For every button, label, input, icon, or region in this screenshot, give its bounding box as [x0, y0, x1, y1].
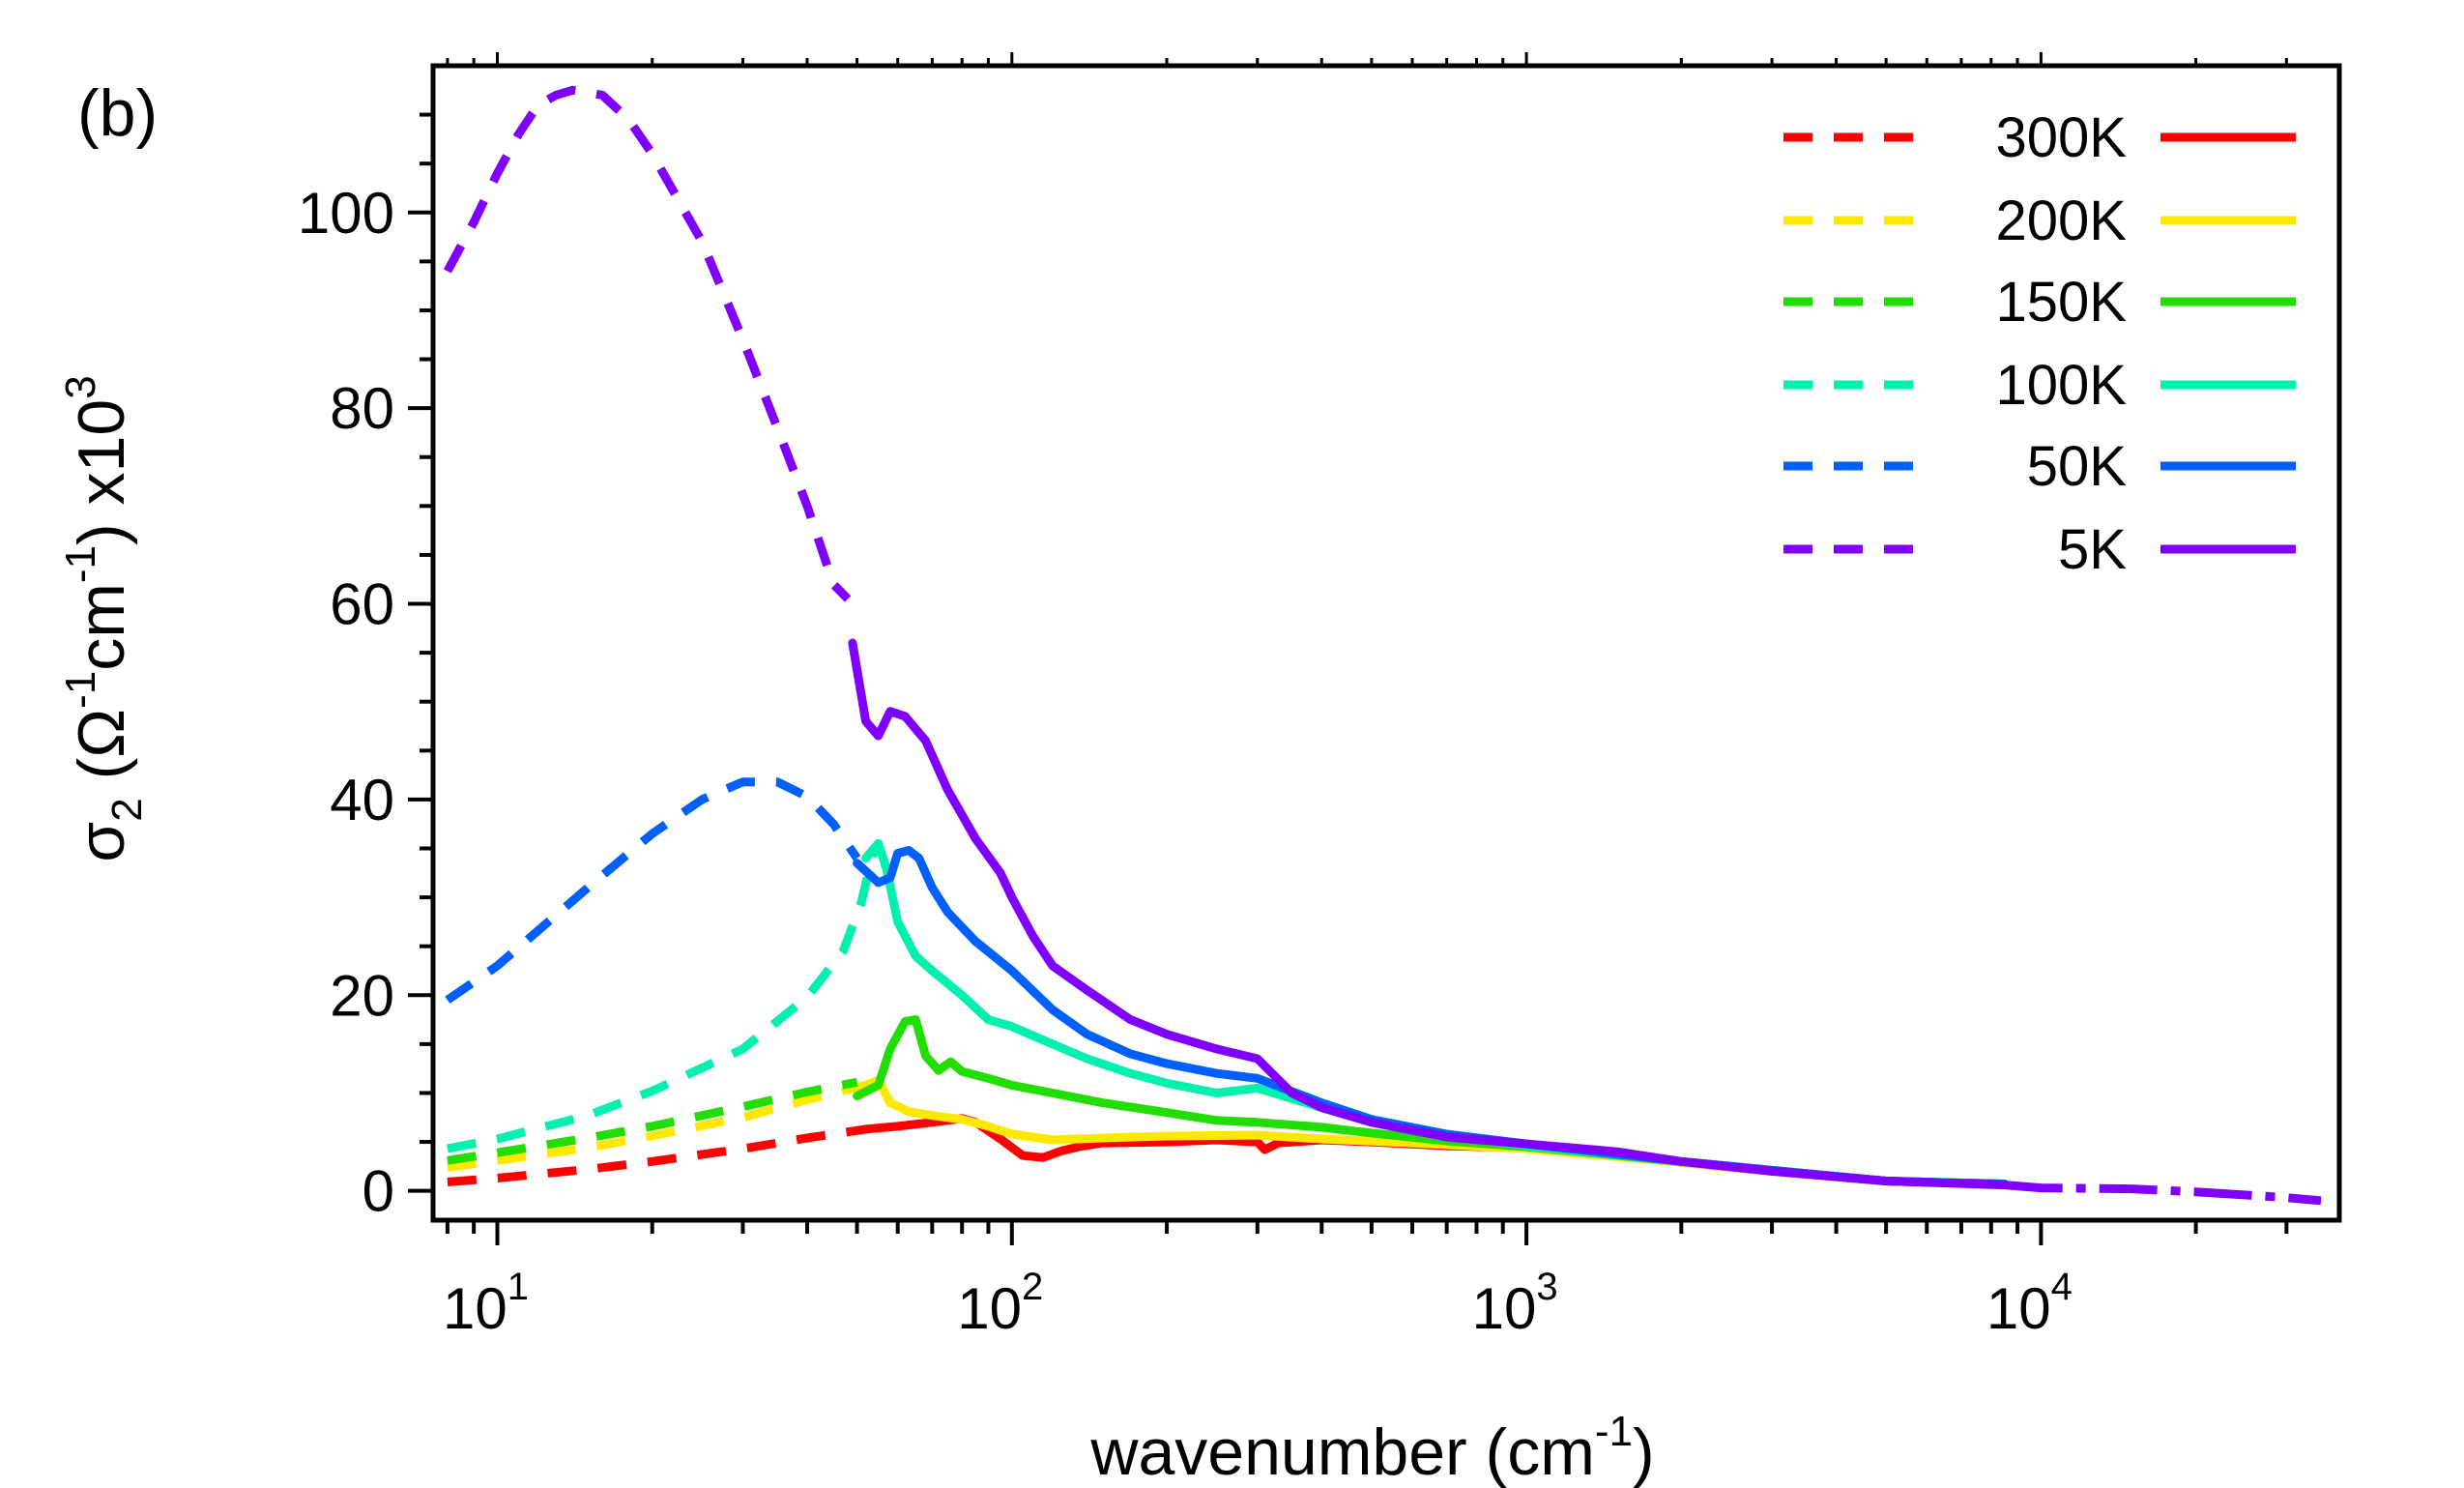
x-axis-title-sup: -1	[1595, 1408, 1633, 1455]
plot-area	[443, 85, 2322, 1206]
x-tick-label: 101	[443, 1266, 529, 1341]
legend: 300K 200K 150K 100K 50K 5K	[1783, 106, 2296, 581]
x-axis-title-close: )	[1633, 1415, 1655, 1488]
y-axis-title-sub: 2	[103, 798, 151, 821]
series-150k-dashed-line	[447, 1077, 858, 1165]
y-axis-title-close: ) x10	[65, 399, 138, 545]
x-tick-label: 102	[957, 1266, 1043, 1341]
series-5k-tail-line	[2004, 1181, 2322, 1206]
series-100k-dashed-line	[447, 847, 879, 1153]
x-axis-title-main: wavenumber (cm	[1089, 1415, 1595, 1488]
y-axis-title-sup1: -1	[57, 671, 104, 709]
x-tick-label: 104	[1986, 1266, 2073, 1341]
y-tick-label: 60	[330, 572, 394, 637]
y-axis-title-cm: cm	[65, 583, 138, 671]
legend-200k-label: 200K	[1996, 190, 2128, 252]
y-tick-label: 100	[298, 181, 394, 246]
series-5k-dashed-line	[443, 85, 852, 602]
legend-5k-label: 5K	[2058, 518, 2127, 581]
series-50k-dashed-line	[445, 777, 861, 1005]
y-tick-label: 20	[330, 963, 394, 1028]
series-300k-dashed-line	[447, 1124, 867, 1186]
legend-100k-label: 100K	[1996, 354, 2128, 417]
legend-300k-label: 300K	[1996, 106, 2128, 169]
panel-label: (b)	[77, 76, 158, 150]
series-5k-solid-line	[848, 638, 2010, 1190]
legend-150k-label: 150K	[1996, 271, 2128, 334]
plot-frame	[430, 63, 2342, 1223]
series-200k-dashed-line	[447, 1081, 867, 1172]
y-axis-title-sigma: σ	[65, 822, 138, 862]
y-axis-title: σ2 (Ω-1cm-1) x103	[57, 375, 151, 861]
y-tick-label: 80	[330, 376, 394, 441]
axes: 101 102 103 104 0 20 40 60 80 100	[298, 52, 2342, 1341]
x-tick-label: 103	[1472, 1266, 1558, 1341]
y-axis-title-sup3: 3	[57, 375, 104, 398]
y-axis-title-sup2: -1	[57, 545, 104, 583]
y-tick-label: 0	[362, 1159, 394, 1224]
legend-50k-label: 50K	[2027, 435, 2128, 498]
y-axis-title-open: (Ω	[65, 709, 138, 798]
x-axis-title: wavenumber (cm-1)	[1089, 1408, 1654, 1488]
y-tick-label: 40	[330, 768, 394, 832]
